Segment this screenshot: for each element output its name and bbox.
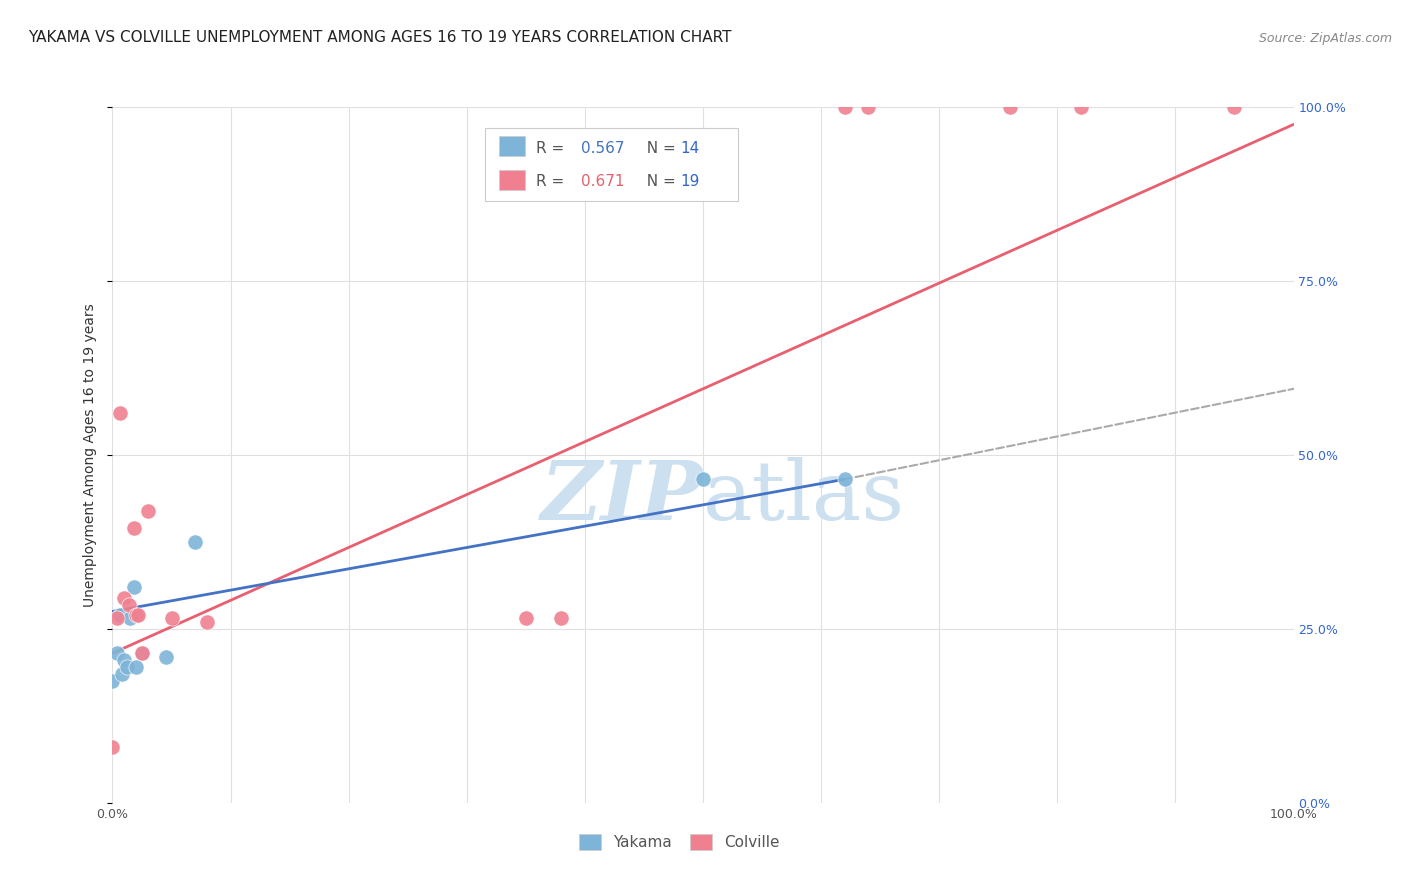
Point bbox=[115, 660, 138, 674]
Point bbox=[834, 100, 856, 114]
Point bbox=[131, 646, 153, 660]
Point bbox=[120, 611, 142, 625]
Point bbox=[515, 611, 537, 625]
Point bbox=[195, 615, 218, 629]
Text: N =: N = bbox=[637, 141, 681, 156]
Text: R =: R = bbox=[537, 174, 569, 189]
Point bbox=[118, 598, 141, 612]
Point bbox=[184, 534, 207, 549]
Point bbox=[112, 591, 135, 605]
Point bbox=[112, 653, 135, 667]
Text: 0.567: 0.567 bbox=[581, 141, 624, 156]
Point bbox=[125, 607, 148, 622]
FancyBboxPatch shape bbox=[499, 170, 524, 190]
Text: Source: ZipAtlas.com: Source: ZipAtlas.com bbox=[1258, 31, 1392, 45]
Text: N =: N = bbox=[637, 174, 681, 189]
Text: 14: 14 bbox=[681, 141, 700, 156]
Text: atlas: atlas bbox=[703, 457, 905, 537]
Point bbox=[136, 503, 159, 517]
Text: 19: 19 bbox=[681, 174, 700, 189]
Point bbox=[105, 611, 128, 625]
Point bbox=[122, 521, 145, 535]
Point bbox=[550, 611, 572, 625]
Point bbox=[998, 100, 1021, 114]
Point bbox=[105, 646, 128, 660]
Point bbox=[160, 611, 183, 625]
Point bbox=[127, 607, 149, 622]
Legend: Yakama, Colville: Yakama, Colville bbox=[572, 827, 787, 858]
Point bbox=[858, 100, 880, 114]
Point bbox=[155, 649, 177, 664]
Point bbox=[108, 406, 131, 420]
Point bbox=[125, 660, 148, 674]
Point bbox=[131, 646, 153, 660]
Point bbox=[1070, 100, 1092, 114]
Text: ZIP: ZIP bbox=[540, 457, 703, 537]
Text: YAKAMA VS COLVILLE UNEMPLOYMENT AMONG AGES 16 TO 19 YEARS CORRELATION CHART: YAKAMA VS COLVILLE UNEMPLOYMENT AMONG AG… bbox=[28, 29, 731, 45]
Text: R =: R = bbox=[537, 141, 569, 156]
FancyBboxPatch shape bbox=[499, 136, 524, 156]
Point bbox=[108, 607, 131, 622]
Point bbox=[834, 472, 856, 486]
Point bbox=[1223, 100, 1246, 114]
Point bbox=[101, 674, 124, 689]
Point bbox=[111, 667, 134, 681]
Text: 0.671: 0.671 bbox=[581, 174, 624, 189]
Y-axis label: Unemployment Among Ages 16 to 19 years: Unemployment Among Ages 16 to 19 years bbox=[83, 303, 97, 607]
Point bbox=[122, 580, 145, 594]
FancyBboxPatch shape bbox=[485, 128, 738, 201]
Point bbox=[692, 472, 714, 486]
Point bbox=[101, 740, 124, 755]
